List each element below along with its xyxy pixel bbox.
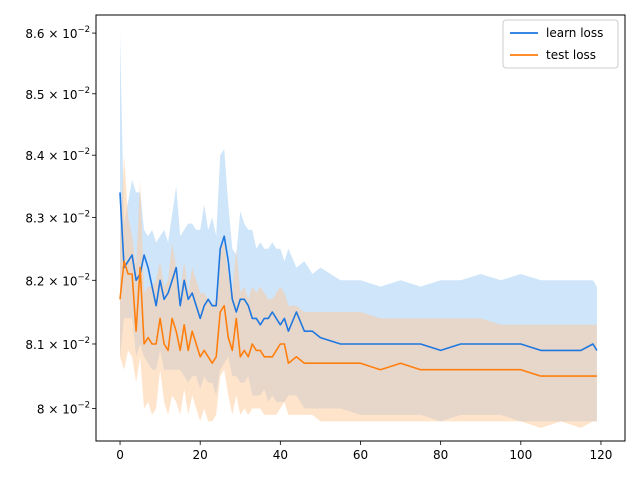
x-tick-label: 0 xyxy=(116,448,124,462)
x-tick-label: 60 xyxy=(353,448,368,462)
y-tick-label: 8.1 × 10−2 xyxy=(25,336,90,352)
legend-label-test-loss: test loss xyxy=(546,48,596,62)
x-tick-label: 20 xyxy=(193,448,208,462)
y-tick-label: 8 × 10−2 xyxy=(37,400,90,416)
y-tick-label: 8.2 × 10−2 xyxy=(25,272,90,288)
y-tick-label: 8.3 × 10−2 xyxy=(25,209,90,225)
x-tick-label: 120 xyxy=(590,448,613,462)
legend-box xyxy=(502,19,619,69)
x-tick-label: 40 xyxy=(273,448,288,462)
x-tick-label: 100 xyxy=(509,448,532,462)
legend: learn loss test loss xyxy=(502,19,619,69)
y-tick-label: 8.5 × 10−2 xyxy=(25,86,90,102)
x-axis: 0 20 40 60 80 100 120 xyxy=(116,441,612,462)
x-tick-label: 80 xyxy=(433,448,448,462)
test-loss-band xyxy=(120,155,597,428)
series-lines xyxy=(119,192,598,377)
y-axis: 8 × 10−2 8.1 × 10−2 8.2 × 10−2 8.3 × 10−2 8.… xyxy=(25,25,96,416)
y-tick-label: 8.6 × 10−2 xyxy=(25,25,90,41)
test-loss-line xyxy=(119,260,597,377)
confidence-bands xyxy=(120,33,597,428)
y-tick-label: 8.4 × 10−2 xyxy=(25,147,90,163)
legend-label-learn-loss: learn loss xyxy=(546,26,603,40)
learn-loss-line xyxy=(119,192,598,352)
